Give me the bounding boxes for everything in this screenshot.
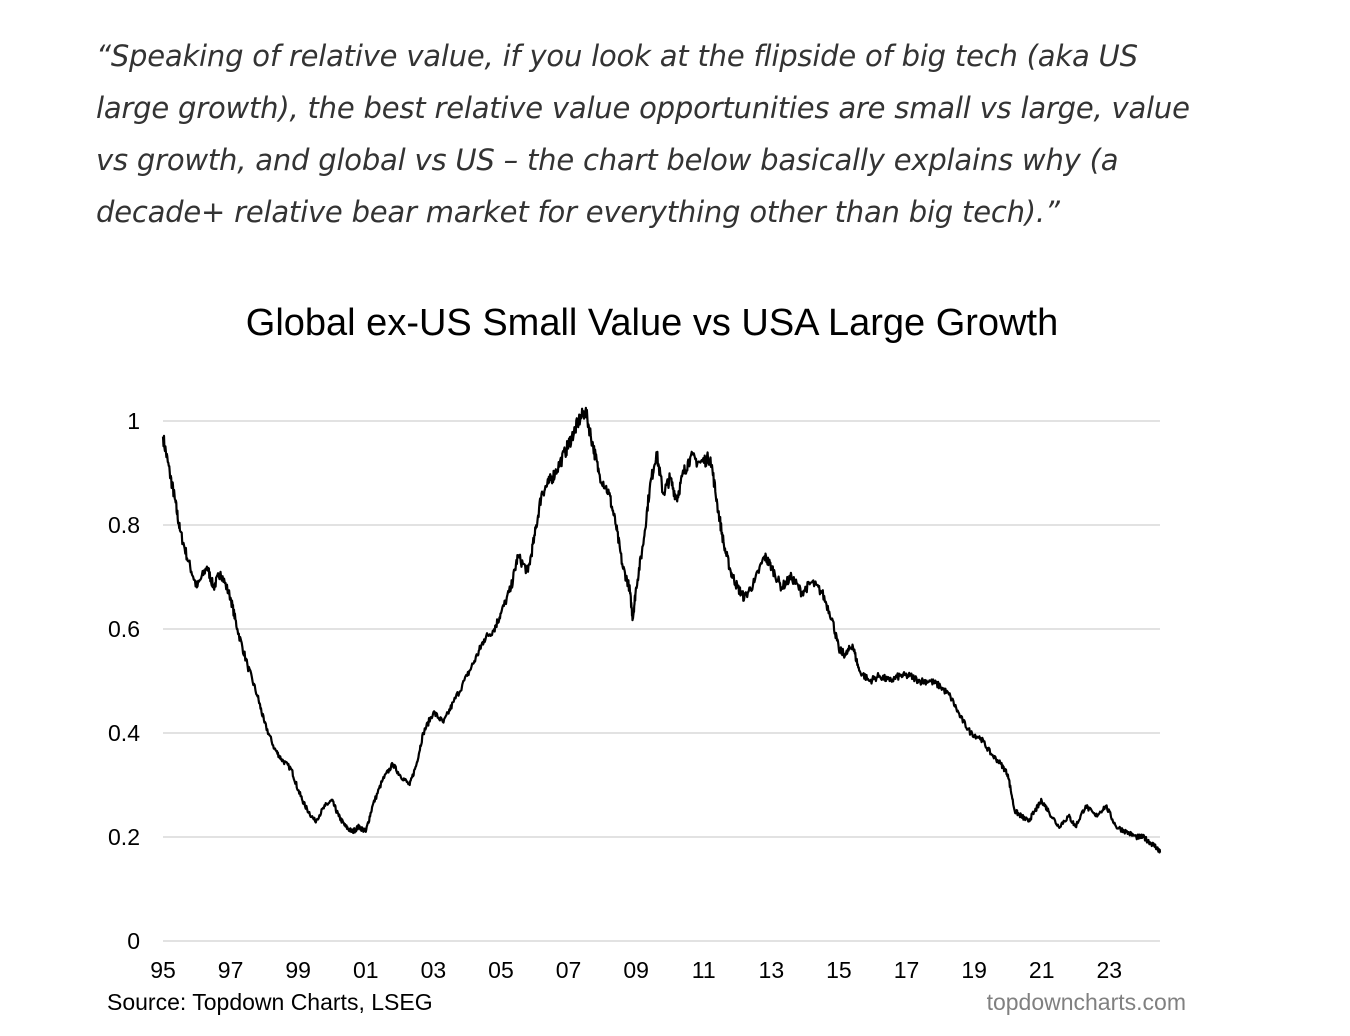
y-tick-label: 0.4	[108, 720, 140, 746]
intro-quote: “Speaking of relative value, if you look…	[96, 39, 1190, 229]
source-note: Source: Topdown Charts, LSEG	[107, 989, 433, 1015]
x-tick-label: 07	[556, 957, 582, 983]
x-tick-label: 17	[894, 957, 920, 983]
x-tick-label: 09	[623, 957, 649, 983]
y-tick-label: 0	[127, 928, 140, 954]
y-tick-label: 0.8	[108, 512, 140, 538]
y-tick-label: 0.6	[108, 616, 140, 642]
chart-title: Global ex-US Small Value vs USA Large Gr…	[245, 302, 1059, 344]
x-tick-label: 99	[285, 957, 311, 983]
x-tick-label: 19	[961, 957, 987, 983]
x-tick-label: 95	[150, 957, 176, 983]
credit-watermark: topdowncharts.com	[986, 989, 1186, 1015]
gridlines	[163, 420, 1160, 942]
x-axis-ticks: 95 97 99 01 03 05 07 09 11 13 15 17 19 21 23	[150, 957, 1122, 983]
x-tick-label: 11	[692, 957, 716, 983]
y-axis-ticks: 0 0.2 0.4 0.6 0.8 1	[108, 408, 140, 954]
series-layer	[161, 406, 1162, 854]
series-line	[161, 406, 1162, 854]
y-tick-label: 1	[127, 408, 140, 434]
y-tick-label: 0.2	[108, 824, 140, 850]
x-tick-label: 03	[421, 957, 447, 983]
x-tick-label: 13	[759, 957, 785, 983]
x-tick-label: 23	[1097, 957, 1123, 983]
x-tick-label: 15	[826, 957, 852, 983]
x-tick-label: 01	[353, 957, 379, 983]
x-tick-label: 97	[218, 957, 244, 983]
x-tick-label: 05	[488, 957, 514, 983]
x-tick-label: 21	[1029, 957, 1055, 983]
